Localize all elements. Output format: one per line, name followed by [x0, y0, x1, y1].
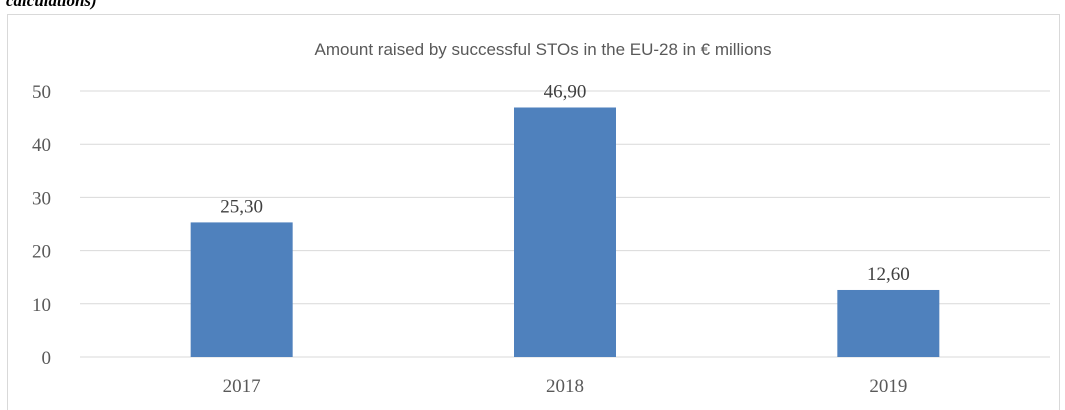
y-tick-label: 10 — [32, 295, 51, 316]
y-tick-label: 50 — [32, 82, 51, 103]
chart-title: Amount raised by successful STOs in the … — [315, 40, 772, 59]
y-tick-label: 40 — [32, 135, 51, 156]
y-tick-label: 0 — [42, 348, 52, 369]
x-tick-label: 2019 — [869, 376, 907, 397]
x-axis-ticks: 2017 2018 2019 — [223, 376, 908, 397]
bars — [190, 107, 940, 357]
x-tick-label: 2017 — [223, 376, 261, 397]
data-label: 12,60 — [867, 264, 910, 285]
bar-2018 — [514, 107, 616, 357]
data-label: 46,90 — [544, 81, 587, 102]
data-label: 25,30 — [220, 196, 263, 217]
bar-2017 — [190, 222, 293, 357]
y-tick-label: 30 — [32, 188, 51, 209]
chart-frame — [7, 14, 1060, 410]
bar-2019 — [837, 289, 940, 357]
caption-fragment: calculations) — [6, 0, 97, 10]
data-labels: 25,30 46,90 12,60 — [220, 81, 909, 284]
y-axis-ticks: 0 10 20 30 40 50 — [32, 82, 51, 369]
y-tick-label: 20 — [32, 242, 51, 263]
x-tick-label: 2018 — [546, 376, 584, 397]
